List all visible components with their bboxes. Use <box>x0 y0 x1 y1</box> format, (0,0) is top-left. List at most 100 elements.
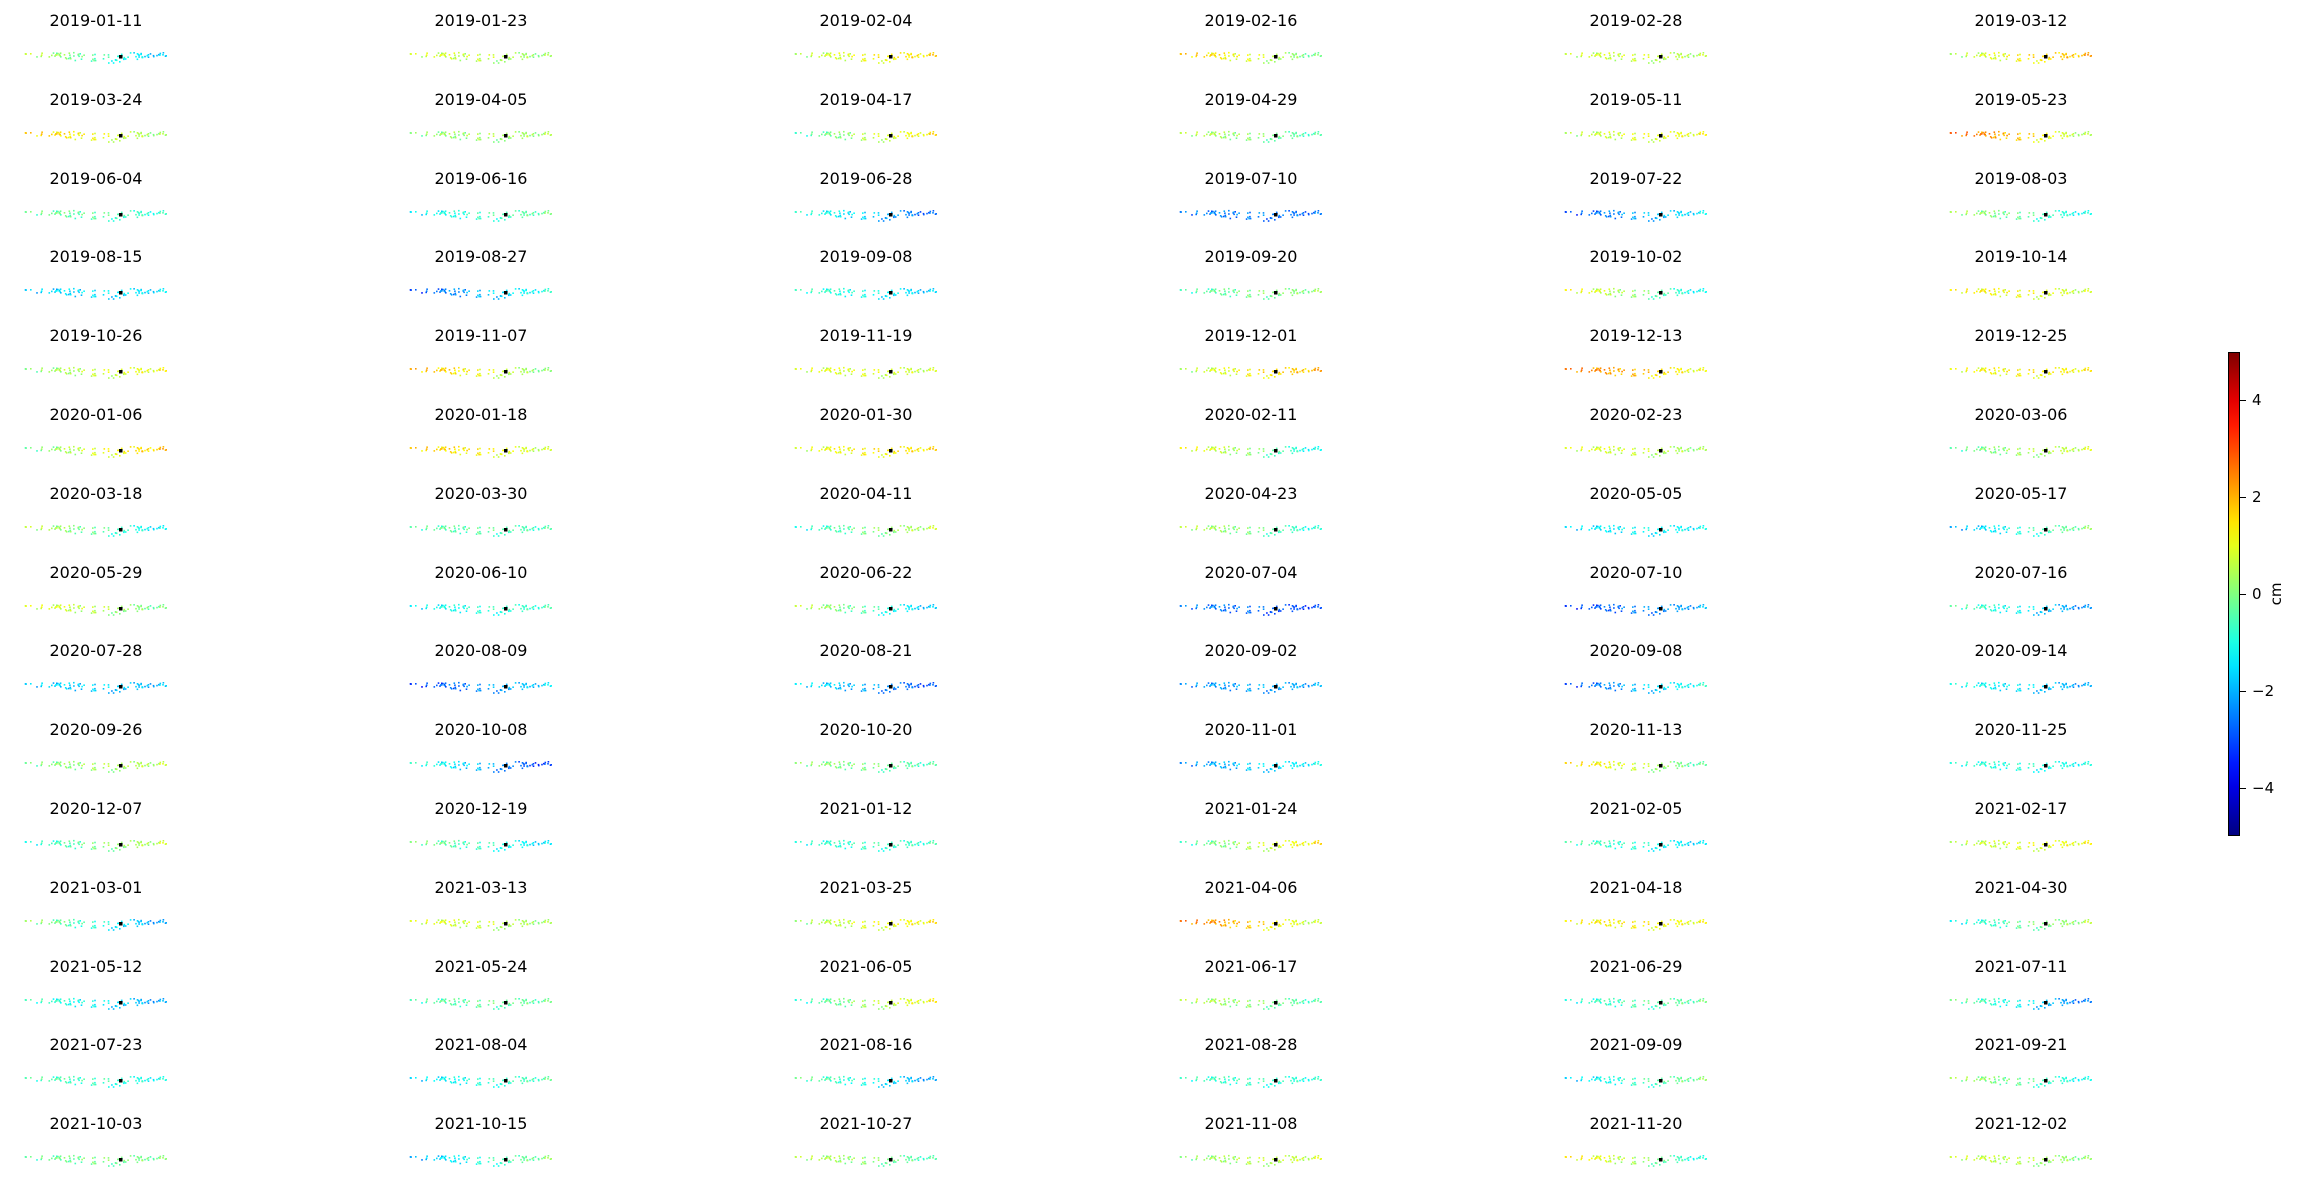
scatter-point <box>894 452 897 454</box>
scatter-point <box>1669 603 1672 606</box>
scatter-point <box>838 372 840 375</box>
scatter-point <box>910 526 912 528</box>
scatter-point <box>890 683 893 686</box>
scatter-point <box>2042 134 2044 136</box>
scatter-point <box>2071 527 2074 530</box>
scatter-point <box>2061 373 2064 376</box>
scatter-point <box>543 526 545 529</box>
scatter-point <box>1219 529 1222 532</box>
scatter-point <box>462 289 465 292</box>
scatter-point <box>1618 370 1620 373</box>
scatter-point <box>107 369 110 371</box>
scatter-point <box>850 531 853 533</box>
scatter-point <box>1613 130 1615 133</box>
scatter-point <box>2066 135 2069 138</box>
scatter-point <box>449 57 452 59</box>
scatter-point <box>437 446 440 448</box>
scatter-point <box>872 136 875 139</box>
scatter-point <box>929 604 932 606</box>
scatter-point <box>92 369 94 372</box>
scatter-point <box>512 213 514 216</box>
scatter-point <box>2081 54 2083 57</box>
scatter-point <box>2062 368 2065 371</box>
scatter-point <box>425 605 428 608</box>
scatter-point <box>2003 370 2005 373</box>
scatter-point <box>1698 369 1700 371</box>
scatter-point <box>917 371 920 374</box>
scatter-point <box>827 446 829 449</box>
scatter-point <box>1603 369 1606 371</box>
scatter-point <box>838 525 841 527</box>
scatter-point <box>1299 449 1301 452</box>
scatter-point <box>827 525 829 528</box>
scatter-point <box>159 369 161 372</box>
scatter-point <box>794 368 797 370</box>
scatter-point <box>120 132 123 134</box>
scatter-point <box>1984 209 1987 212</box>
scatter-point <box>922 212 925 215</box>
scatter-point <box>1652 456 1655 458</box>
scatter-point <box>94 605 96 607</box>
scatter-point <box>2078 55 2080 58</box>
scatter-point <box>907 447 910 450</box>
scatter-point <box>1570 131 1572 134</box>
scatter-point <box>828 132 831 134</box>
scatter-point <box>872 373 875 375</box>
scatter-point <box>905 292 907 294</box>
reference-point <box>2044 449 2048 453</box>
scatter-point <box>2072 448 2075 450</box>
scatter-point <box>450 609 453 612</box>
scatter-point <box>1564 368 1567 370</box>
scatter-point <box>120 447 123 450</box>
scatter-point <box>458 603 460 606</box>
scatter-point <box>2083 605 2085 608</box>
scatter-point <box>1238 211 1240 214</box>
scatter-point <box>2018 532 2020 535</box>
scatter-point <box>1291 373 1294 376</box>
scatter-point <box>1599 606 1601 609</box>
scatter-point <box>2002 289 2005 292</box>
scatter-point <box>136 525 139 528</box>
scatter-point <box>2078 213 2080 215</box>
scatter-point <box>882 140 885 143</box>
scatter-point <box>1279 136 1282 139</box>
scatter-point <box>818 607 821 610</box>
scatter-point <box>1994 605 1996 608</box>
scatter-point <box>162 54 164 56</box>
scatter-point <box>69 609 72 612</box>
scatter-point <box>821 54 823 57</box>
scatter-point <box>147 371 150 374</box>
scatter-point <box>2045 289 2048 292</box>
scatter-point <box>55 684 57 687</box>
scatter-point <box>1262 605 1265 608</box>
scatter-point <box>1659 455 1661 457</box>
scatter-point <box>514 209 517 212</box>
scatter-point <box>449 687 452 689</box>
scatter-point <box>1249 211 1251 213</box>
scatter-point <box>1257 373 1260 375</box>
scatter-point <box>1955 289 1957 291</box>
scatter-point <box>914 134 916 137</box>
scatter-point <box>493 219 495 222</box>
scatter-point <box>443 211 446 213</box>
reference-point <box>504 606 508 611</box>
scatter-point <box>117 607 119 609</box>
scatter-point <box>822 131 825 133</box>
scatter-point <box>2017 54 2019 56</box>
scatter-point <box>68 209 71 212</box>
scatter-point <box>30 368 32 370</box>
scatter-point <box>544 289 547 291</box>
scatter-point <box>453 609 455 611</box>
scatter-point <box>906 452 909 455</box>
scatter-point <box>1686 133 1689 136</box>
scatter-point <box>919 604 922 607</box>
scatter-point <box>1179 447 1182 449</box>
scatter-point <box>30 210 32 213</box>
scatter-point <box>1224 292 1227 295</box>
scatter-point <box>523 292 525 295</box>
scatter-point <box>77 53 80 56</box>
scatter-point <box>1620 215 1623 218</box>
scatter-point <box>2049 294 2052 297</box>
scatter-point <box>531 527 534 530</box>
scatter-point <box>436 212 438 214</box>
